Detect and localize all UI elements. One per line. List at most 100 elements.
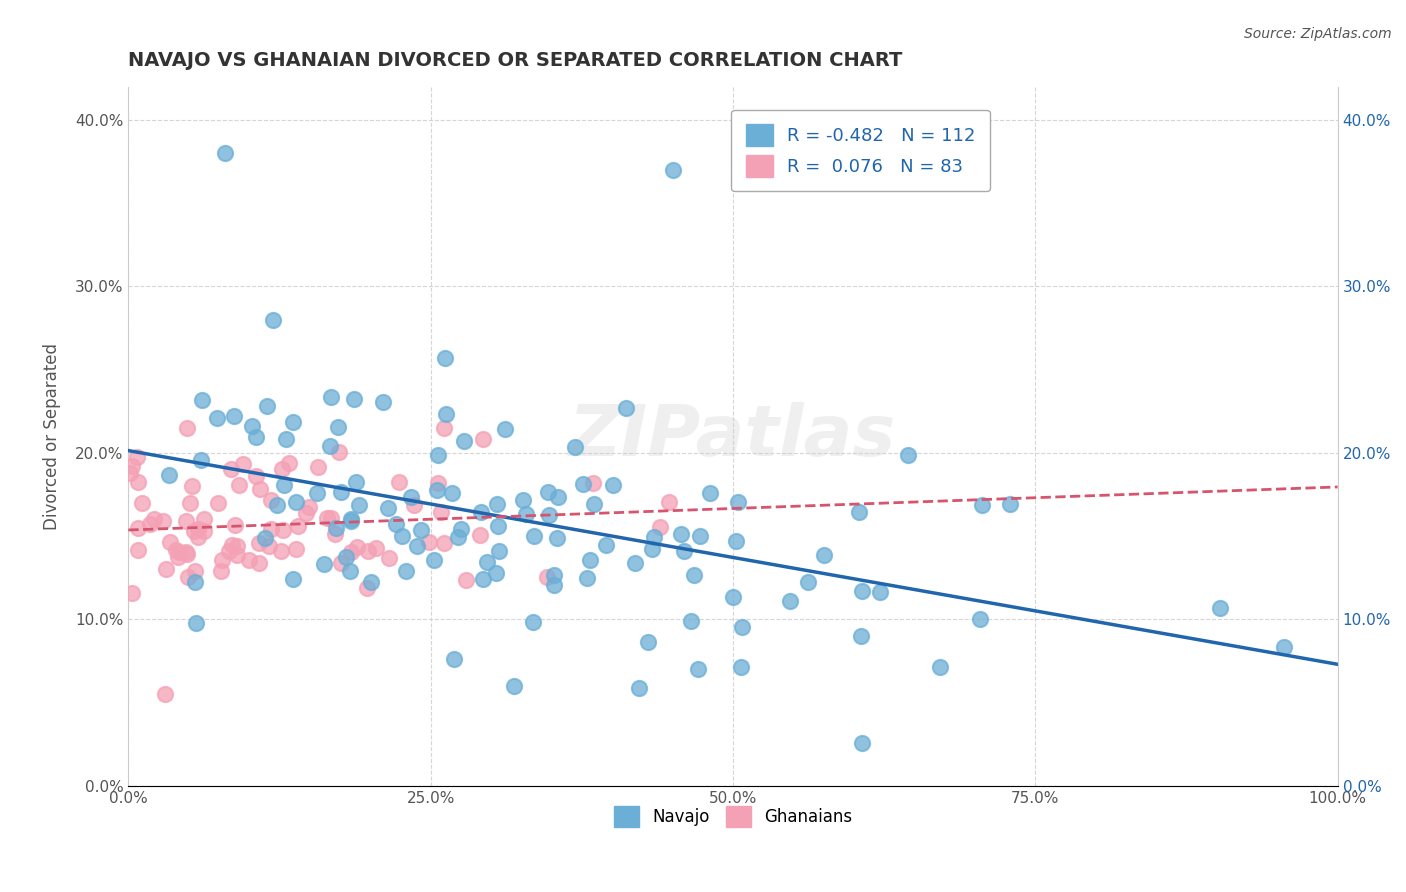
Point — [897, 448, 920, 462]
Point — [399, 490, 422, 504]
Point — [219, 461, 242, 475]
Point — [426, 483, 449, 497]
Point — [385, 517, 408, 532]
Point — [470, 505, 492, 519]
Point — [661, 162, 683, 177]
Point — [263, 312, 285, 326]
Point — [155, 562, 177, 576]
Point — [323, 527, 346, 541]
Point — [325, 521, 347, 535]
Point — [221, 538, 243, 552]
Point — [328, 420, 350, 434]
Point — [434, 407, 457, 421]
Point — [347, 498, 370, 512]
Point — [849, 629, 872, 643]
Point — [224, 409, 246, 423]
Point — [484, 566, 506, 580]
Point — [454, 573, 477, 587]
Point — [494, 422, 516, 436]
Point — [395, 564, 418, 578]
Point — [391, 529, 413, 543]
Point — [658, 494, 681, 508]
Point — [187, 522, 209, 536]
Point — [427, 475, 450, 490]
Point — [536, 569, 558, 583]
Point — [167, 545, 190, 559]
Point — [409, 523, 432, 537]
Text: NAVAJO VS GHANAIAN DIVORCED OR SEPARATED CORRELATION CHART: NAVAJO VS GHANAIAN DIVORCED OR SEPARATED… — [128, 51, 903, 70]
Point — [165, 542, 187, 557]
Point — [699, 485, 721, 500]
Point — [335, 549, 357, 564]
Point — [187, 530, 209, 544]
Point — [183, 524, 205, 539]
Point — [339, 515, 361, 529]
Point — [731, 620, 754, 634]
Point — [579, 553, 602, 567]
Point — [249, 483, 271, 497]
Point — [159, 535, 181, 549]
Point — [232, 458, 254, 472]
Point — [184, 565, 207, 579]
Point — [209, 564, 232, 578]
Point — [730, 660, 752, 674]
Point — [295, 506, 318, 520]
Point — [176, 421, 198, 435]
Point — [928, 659, 950, 673]
Point — [624, 557, 647, 571]
Point — [851, 736, 873, 750]
Point — [582, 497, 605, 511]
Point — [346, 541, 368, 555]
Point — [512, 493, 534, 508]
Point — [139, 517, 162, 532]
Point — [179, 496, 201, 510]
Point — [440, 486, 463, 500]
Point — [453, 434, 475, 449]
Point — [273, 477, 295, 491]
Point — [643, 530, 665, 544]
Point — [433, 536, 456, 550]
Point — [218, 543, 240, 558]
Point — [488, 544, 510, 558]
Point — [641, 541, 664, 556]
Point — [813, 548, 835, 562]
Point — [628, 681, 651, 695]
Point — [488, 519, 510, 533]
Point — [848, 505, 870, 519]
Point — [256, 399, 278, 413]
Point — [779, 594, 801, 608]
Point — [450, 522, 472, 536]
Point — [207, 496, 229, 510]
Point — [191, 393, 214, 408]
Point — [356, 582, 378, 596]
Point — [184, 575, 207, 590]
Point — [475, 555, 498, 569]
Point — [285, 541, 308, 556]
Point — [1272, 640, 1295, 654]
Point — [247, 556, 270, 570]
Point — [314, 557, 336, 571]
Y-axis label: Divorced or Separated: Divorced or Separated — [44, 343, 60, 530]
Point — [271, 462, 294, 476]
Point — [211, 552, 233, 566]
Point — [287, 519, 309, 533]
Point — [176, 547, 198, 561]
Point — [486, 497, 509, 511]
Point — [121, 459, 143, 474]
Point — [650, 519, 672, 533]
Point — [260, 522, 283, 536]
Point — [205, 411, 228, 425]
Point — [669, 527, 692, 541]
Point — [340, 512, 363, 526]
Point — [471, 432, 494, 446]
Point — [869, 585, 891, 599]
Point — [343, 392, 366, 407]
Point — [226, 539, 249, 553]
Point — [582, 475, 605, 490]
Point — [344, 475, 367, 490]
Point — [266, 499, 288, 513]
Point — [724, 534, 747, 549]
Point — [166, 549, 188, 564]
Point — [970, 498, 993, 512]
Point — [595, 538, 617, 552]
